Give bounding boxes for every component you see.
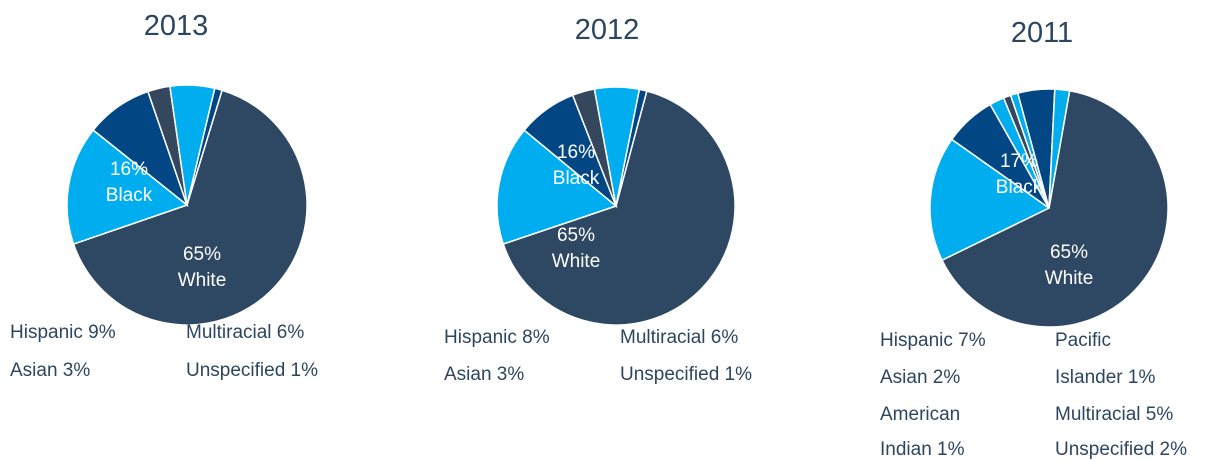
pie-slice-white [502,90,736,326]
slice-label-white: 65% [1050,242,1088,263]
legend-asian: Asian 3% [444,364,525,385]
slice-label-white: 65% [557,225,595,246]
legend-multiracial: Multiracial 6% [620,327,739,348]
legend-asian: Asian 3% [10,360,91,381]
slice-label-black: Black [996,177,1043,198]
chart-title: 2013 [143,10,209,42]
pie-slice-white [941,89,1169,328]
slice-label-white: White [178,270,227,291]
slice-label-black: 17% [1000,151,1038,172]
pie-slice-unspecified [615,88,648,207]
legend-multiracial: Multiracial 5% [1055,404,1174,425]
pie-slice-black [66,129,189,246]
pie-slice-black [929,138,1051,262]
legend-hispanic: Hispanic 8% [444,327,550,348]
slice-label-black: 16% [110,159,148,180]
pie-slice-unspecified [1048,88,1071,209]
slice-label-black: 16% [557,142,595,163]
slice-label-white: 65% [183,244,221,265]
legend-hispanic: Hispanic 9% [10,322,116,343]
pie-chart: 65% White 16% Black [66,84,308,326]
legend-multiracial: Multiracial 6% [186,322,305,343]
pie-chart: 65% White 16% Black [496,86,736,326]
legend-american-line1: American [880,404,961,425]
slice-label-white: White [1045,268,1094,289]
chart-title: 2012 [574,14,640,46]
slice-label-black: Black [106,185,153,206]
pie-slice-unspecified [186,87,224,206]
legend-unspecified: Unspecified 1% [620,364,753,385]
pie-chart: 65% White 17% Black [929,88,1169,328]
slice-label-black: Black [553,168,600,189]
legend-american-line2: Indian 1% [880,439,965,460]
legend-unspecified: Unspecified 2% [1055,439,1188,460]
legend-pacific-line2: Islander 1% [1055,367,1156,388]
legend-asian: Asian 2% [880,367,961,388]
legend-hispanic: Hispanic 7% [880,330,986,351]
legend-unspecified: Unspecified 1% [186,360,319,381]
slice-label-white: White [552,251,601,272]
legend-pacific-line1: Pacific [1055,330,1111,351]
pie-slice-black [496,129,618,245]
pie-slice-white [72,89,308,326]
chart-title: 2011 [1010,17,1074,49]
